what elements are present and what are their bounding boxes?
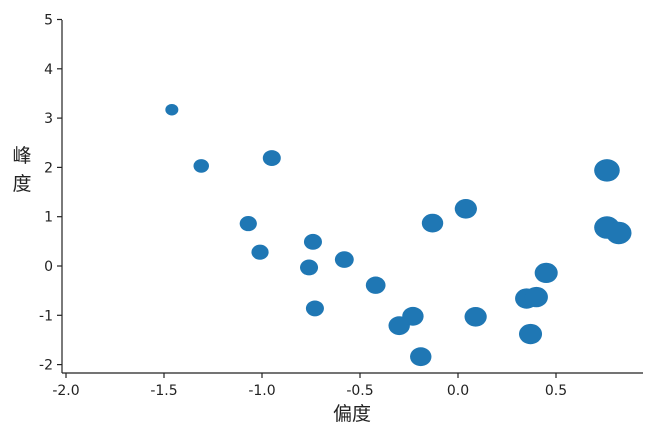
x-tick-label: -1.5 (150, 383, 177, 399)
data-point (421, 213, 444, 233)
y-axis-label-char: 度 (12, 173, 31, 195)
data-point (193, 159, 210, 173)
x-tick-label: -1.0 (248, 383, 275, 399)
y-tick-label: 2 (44, 160, 53, 176)
y-tick-label: 4 (44, 62, 53, 78)
y-tick-label: -2 (39, 358, 53, 374)
data-point (305, 300, 324, 317)
data-point (534, 262, 558, 284)
data-point (464, 306, 487, 327)
data-point (518, 323, 543, 345)
data-point (454, 199, 477, 219)
data-point (303, 233, 322, 250)
data-point (239, 216, 257, 232)
data-point (410, 347, 432, 367)
y-tick-label: 0 (44, 259, 53, 275)
x-ticks: -2.0 -1.5 -1.0 -0.5 0.0 0.5 (52, 373, 567, 399)
y-tick-label: 5 (44, 13, 53, 29)
y-tick-label: 1 (44, 210, 53, 226)
x-tick-label: -2.0 (52, 383, 79, 399)
points-layer (165, 103, 632, 367)
y-tick-label: 3 (44, 111, 53, 127)
data-point (402, 306, 424, 326)
y-ticks: -2 -1 0 1 2 3 4 5 (39, 13, 62, 374)
data-point (165, 103, 179, 116)
x-tick-label: 0.0 (447, 383, 469, 399)
y-tick-label: -1 (39, 308, 53, 324)
data-point (365, 276, 386, 294)
x-tick-label: -0.5 (346, 383, 373, 399)
data-point (251, 244, 269, 260)
data-point (594, 159, 620, 182)
x-axis-label: 偏度 (333, 403, 371, 425)
data-point (262, 150, 281, 166)
data-point (300, 259, 319, 276)
y-axis-label: 峰度 (12, 145, 31, 195)
data-point (334, 251, 354, 268)
data-point (605, 221, 632, 245)
y-axis-label-char: 峰 (12, 145, 31, 167)
x-tick-label: 0.5 (545, 383, 567, 399)
data-point (524, 286, 548, 308)
